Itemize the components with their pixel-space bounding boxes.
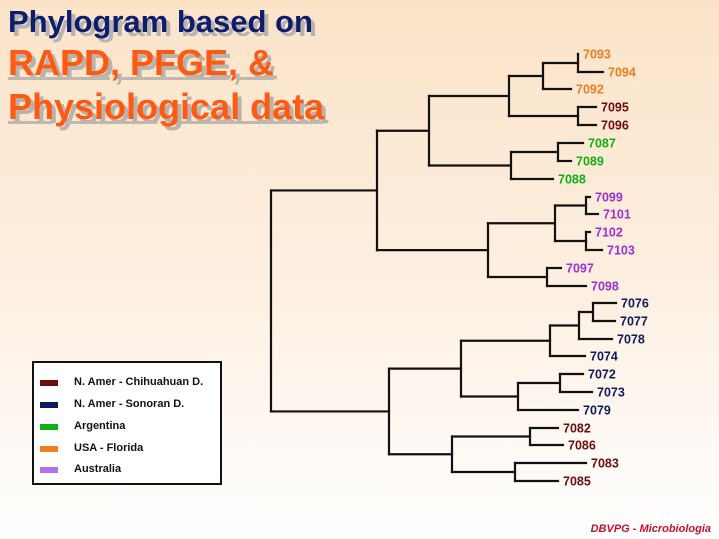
- leaf-label-7074: 7074: [590, 350, 618, 364]
- leaf-label-7079: 7079: [583, 404, 611, 418]
- leaf-label-7093: 7093: [583, 48, 611, 62]
- leaf-label-7103: 7103: [607, 244, 635, 258]
- legend-swatch-argentina: [40, 424, 58, 430]
- leaf-label-7087: 7087: [588, 137, 616, 151]
- title-line-1: Phylogram based on Phylogram based on: [8, 4, 317, 43]
- leaf-label-7072: 7072: [588, 368, 616, 382]
- leaf-label-7098: 7098: [591, 280, 619, 294]
- credit-footer: DBVPG - Microbiologia: [590, 523, 711, 535]
- title-line-3: Physiological data Physiological data: [8, 86, 328, 131]
- leaf-label-7092: 7092: [576, 83, 604, 97]
- leaf-label-7076: 7076: [621, 297, 649, 311]
- leaf-label-7094: 7094: [608, 66, 636, 80]
- leaf-label-7096: 7096: [601, 119, 629, 133]
- leaf-label-7102: 7102: [595, 226, 623, 240]
- legend-label-chihuahuan: N. Amer - Chihuahuan D.: [74, 376, 204, 388]
- title-line-2-text: RAPD, PFGE, &: [8, 42, 275, 83]
- leaf-label-7073: 7073: [597, 386, 625, 400]
- leaf-label-7097: 7097: [566, 262, 594, 276]
- leaf-label-7088: 7088: [558, 173, 586, 187]
- leaf-label-7078: 7078: [617, 333, 645, 347]
- title-line-2-shadow: RAPD, PFGE, &: [12, 46, 279, 87]
- leaf-label-7099: 7099: [595, 191, 623, 205]
- legend-label-florida: USA - Florida: [74, 442, 144, 454]
- leaf-label-7101: 7101: [603, 208, 631, 222]
- title-line-1-shadow: Phylogram based on: [12, 8, 317, 43]
- legend: N. Amer - Chihuahuan D. N. Amer - Sonora…: [32, 361, 222, 485]
- leaf-label-7089: 7089: [576, 155, 604, 169]
- leaf-label-7086: 7086: [568, 439, 596, 453]
- legend-swatch-australia: [40, 467, 58, 473]
- legend-swatch-florida: [40, 446, 58, 452]
- legend-label-australia: Australia: [74, 463, 122, 475]
- legend-swatch-chihuahuan: [40, 380, 58, 386]
- legend-swatch-sonoran: [40, 402, 58, 408]
- title-line-3-shadow: Physiological data: [12, 90, 329, 131]
- leaf-label-7095: 7095: [601, 101, 629, 115]
- title-line-3-text: Physiological data: [8, 86, 325, 127]
- legend-label-sonoran: N. Amer - Sonoran D.: [74, 398, 185, 410]
- title-line-2: RAPD, PFGE, & RAPD, PFGE, &: [8, 42, 278, 87]
- leaf-label-7082: 7082: [563, 422, 591, 436]
- leaf-label-7085: 7085: [563, 475, 591, 489]
- leaf-label-7077: 7077: [620, 315, 648, 329]
- title-line-1-text: Phylogram based on: [8, 4, 313, 39]
- leaf-label-7083: 7083: [591, 457, 619, 471]
- legend-label-argentina: Argentina: [74, 420, 126, 432]
